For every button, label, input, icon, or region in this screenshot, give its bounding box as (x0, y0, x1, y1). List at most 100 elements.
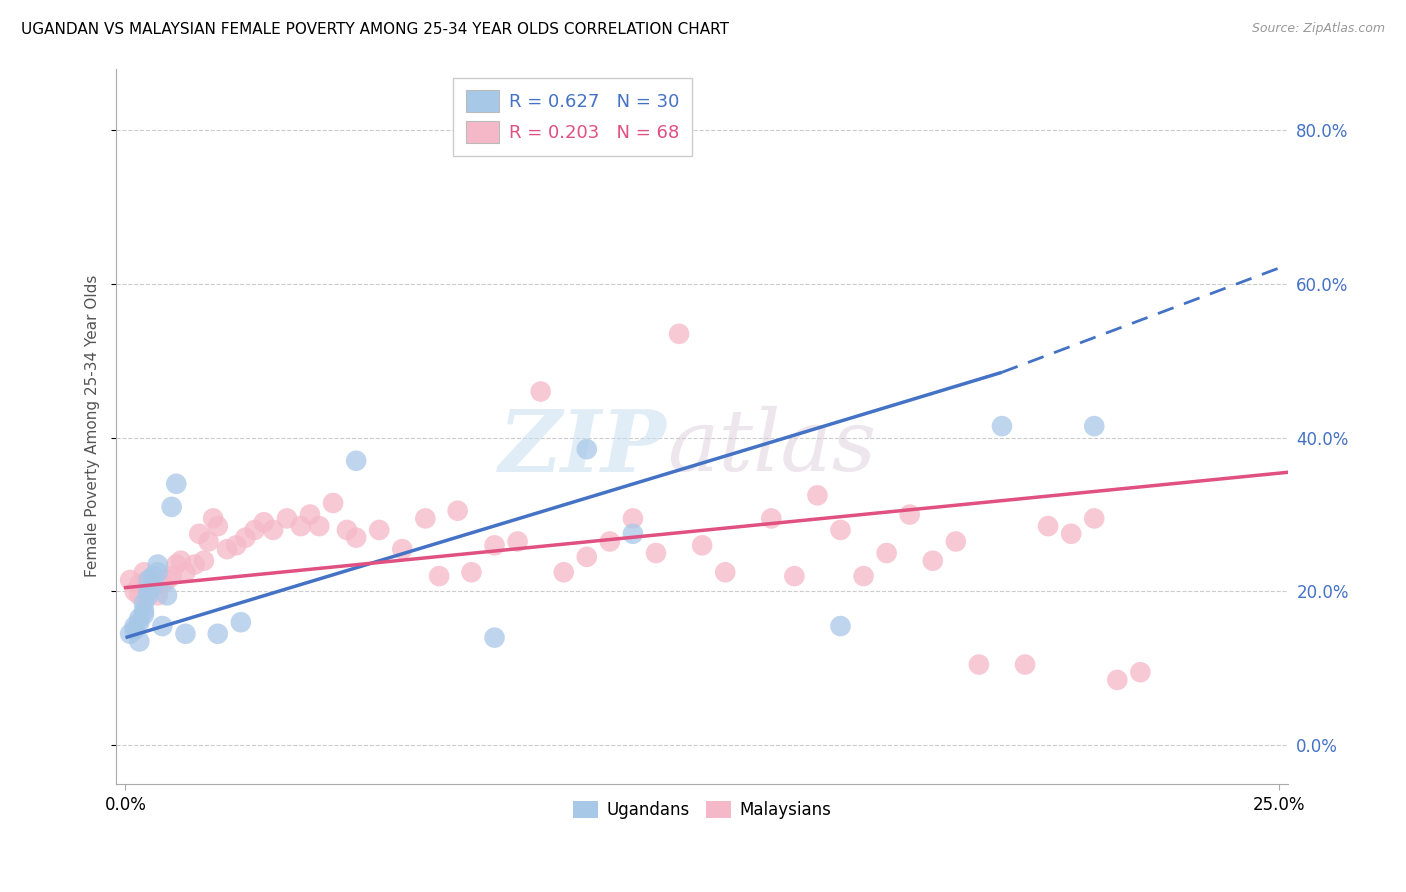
Malaysians (783, 569, 806, 583)
Malaysians (156, 573, 179, 587)
Ugandans (124, 623, 146, 637)
Malaysians (146, 573, 169, 587)
Malaysians (1083, 511, 1105, 525)
Malaysians (1036, 519, 1059, 533)
Malaysians (262, 523, 284, 537)
Malaysians (575, 549, 598, 564)
Malaysians (138, 581, 160, 595)
Malaysians (344, 531, 367, 545)
Malaysians (668, 326, 690, 341)
Ugandans (207, 627, 229, 641)
Malaysians (446, 504, 468, 518)
Ugandans (174, 627, 197, 641)
Malaysians (183, 558, 205, 572)
Malaysians (120, 573, 142, 587)
Malaysians (898, 508, 921, 522)
Malaysians (207, 519, 229, 533)
Malaysians (484, 538, 506, 552)
Ugandans (484, 631, 506, 645)
Ugandans (1083, 419, 1105, 434)
Ugandans (138, 588, 160, 602)
Malaysians (921, 554, 943, 568)
Malaysians (243, 523, 266, 537)
Malaysians (621, 511, 644, 525)
Ugandans (128, 615, 150, 630)
Ugandans (132, 596, 155, 610)
Malaysians (193, 554, 215, 568)
Malaysians (132, 566, 155, 580)
Malaysians (308, 519, 330, 533)
Malaysians (174, 566, 197, 580)
Malaysians (690, 538, 713, 552)
Ugandans (344, 454, 367, 468)
Malaysians (188, 526, 211, 541)
Malaysians (142, 569, 165, 583)
Malaysians (215, 542, 238, 557)
Malaysians (415, 511, 437, 525)
Text: atlas: atlas (666, 406, 876, 489)
Ugandans (160, 500, 183, 514)
Malaysians (124, 584, 146, 599)
Malaysians (128, 576, 150, 591)
Malaysians (645, 546, 668, 560)
Malaysians (160, 569, 183, 583)
Ugandans (165, 476, 187, 491)
Malaysians (128, 588, 150, 602)
Malaysians (830, 523, 852, 537)
Ugandans (128, 634, 150, 648)
Malaysians (553, 566, 575, 580)
Malaysians (460, 566, 482, 580)
Ugandans (830, 619, 852, 633)
Legend: Ugandans, Malaysians: Ugandans, Malaysians (567, 794, 838, 825)
Malaysians (322, 496, 344, 510)
Malaysians (1129, 665, 1152, 680)
Malaysians (1060, 526, 1083, 541)
Malaysians (427, 569, 450, 583)
Malaysians (945, 534, 967, 549)
Malaysians (1014, 657, 1036, 672)
Malaysians (290, 519, 312, 533)
Ugandans (146, 558, 169, 572)
Malaysians (876, 546, 898, 560)
Malaysians (599, 534, 621, 549)
Malaysians (368, 523, 391, 537)
Ugandans (138, 584, 160, 599)
Ugandans (124, 619, 146, 633)
Ugandans (128, 611, 150, 625)
Malaysians (1107, 673, 1129, 687)
Ugandans (142, 569, 165, 583)
Malaysians (235, 531, 257, 545)
Malaysians (761, 511, 783, 525)
Malaysians (852, 569, 875, 583)
Ugandans (621, 526, 644, 541)
Ugandans (575, 442, 598, 457)
Malaysians (391, 542, 413, 557)
Malaysians (276, 511, 298, 525)
Ugandans (132, 604, 155, 618)
Ugandans (142, 576, 165, 591)
Ugandans (146, 566, 169, 580)
Ugandans (152, 619, 174, 633)
Malaysians (806, 488, 828, 502)
Malaysians (170, 554, 193, 568)
Malaysians (714, 566, 737, 580)
Ugandans (991, 419, 1014, 434)
Malaysians (152, 576, 174, 591)
Malaysians (202, 511, 225, 525)
Ugandans (229, 615, 252, 630)
Malaysians (146, 588, 169, 602)
Text: UGANDAN VS MALAYSIAN FEMALE POVERTY AMONG 25-34 YEAR OLDS CORRELATION CHART: UGANDAN VS MALAYSIAN FEMALE POVERTY AMON… (21, 22, 730, 37)
Y-axis label: Female Poverty Among 25-34 Year Olds: Female Poverty Among 25-34 Year Olds (86, 275, 100, 577)
Malaysians (225, 538, 247, 552)
Ugandans (132, 607, 155, 622)
Malaysians (298, 508, 321, 522)
Malaysians (197, 534, 219, 549)
Malaysians (336, 523, 359, 537)
Malaysians (967, 657, 990, 672)
Ugandans (156, 588, 179, 602)
Text: ZIP: ZIP (499, 406, 666, 490)
Malaysians (506, 534, 529, 549)
Malaysians (138, 573, 160, 587)
Text: Source: ZipAtlas.com: Source: ZipAtlas.com (1251, 22, 1385, 36)
Malaysians (165, 558, 187, 572)
